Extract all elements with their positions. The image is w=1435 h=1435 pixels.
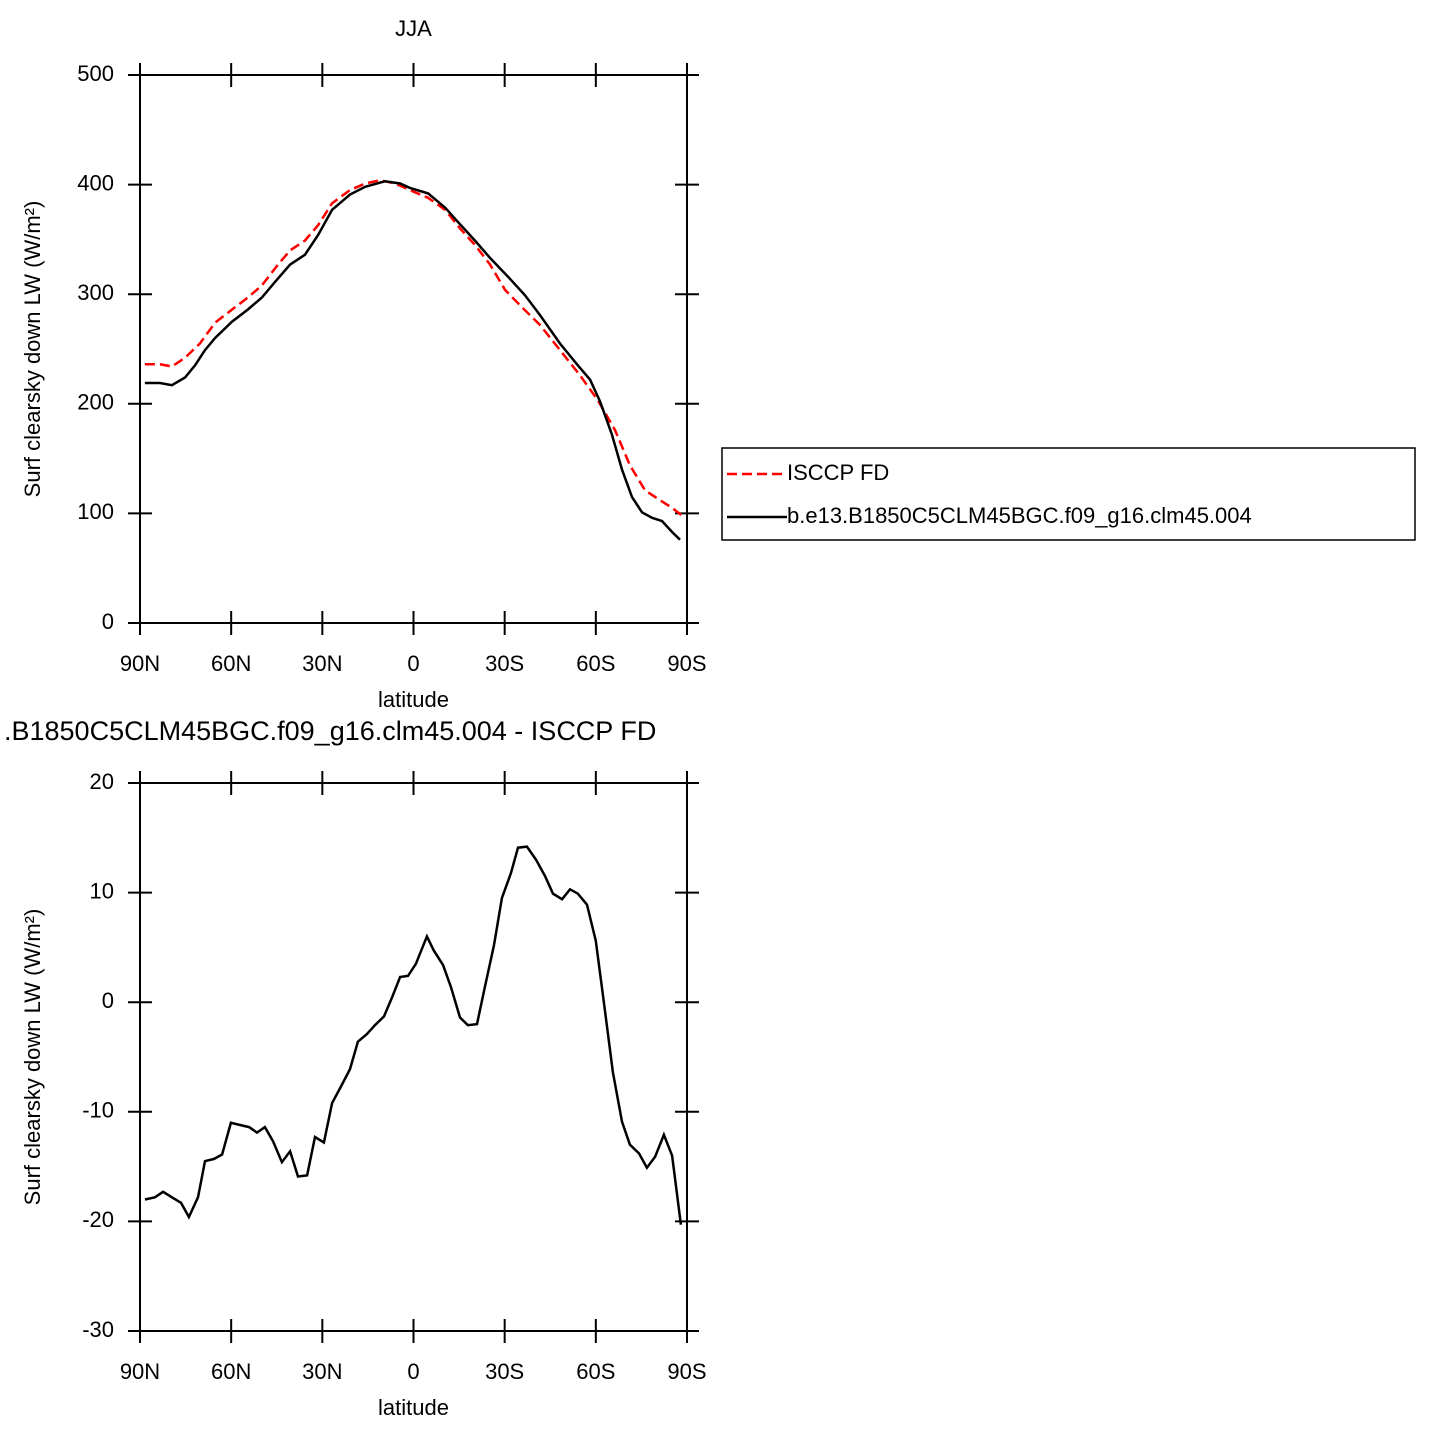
y-tick-label: 20	[90, 769, 114, 794]
x-tick-label: 60N	[211, 651, 251, 676]
plot-frame	[139, 74, 688, 624]
legend-box	[721, 447, 1416, 541]
x-axis-label: latitude	[378, 687, 449, 712]
y-tick-label: 300	[77, 280, 114, 305]
x-tick-label: 0	[407, 651, 419, 676]
x-tick-label: 30N	[302, 1359, 342, 1384]
y-tick-label: -30	[82, 1317, 114, 1342]
y-tick-label: 400	[77, 170, 114, 195]
y-tick-label: 100	[77, 499, 114, 524]
data-line	[144, 178, 686, 519]
x-tick-label: 60S	[576, 1359, 615, 1384]
x-tick-label: 30S	[485, 1359, 524, 1384]
x-tick-label: 90N	[120, 651, 160, 676]
x-tick-label: 60N	[211, 1359, 251, 1384]
data-line	[144, 180, 681, 541]
y-tick-label: 500	[77, 61, 114, 86]
plot-frame	[139, 782, 688, 1332]
legend-label: b.e13.B1850C5CLM45BGC.f09_g16.clm45.004	[787, 503, 1252, 528]
y-tick-label: 0	[102, 988, 114, 1013]
y-tick-label: 200	[77, 390, 114, 415]
chart-title: .B1850C5CLM45BGC.f09_g16.clm45.004 - ISC…	[4, 716, 656, 746]
x-tick-label: 90S	[667, 1359, 706, 1384]
y-tick-label: -10	[82, 1098, 114, 1123]
y-axis-label: Surf clearsky down LW (W/m²)	[20, 909, 45, 1206]
x-tick-label: 60S	[576, 651, 615, 676]
y-tick-label: -20	[82, 1207, 114, 1232]
x-tick-label: 90N	[120, 1359, 160, 1384]
x-tick-label: 30N	[302, 651, 342, 676]
x-tick-label: 90S	[667, 651, 706, 676]
x-axis-label: latitude	[378, 1395, 449, 1420]
y-axis-label: Surf clearsky down LW (W/m²)	[20, 201, 45, 498]
y-tick-label: 0	[102, 609, 114, 634]
y-tick-label: 10	[90, 878, 114, 903]
data-line	[144, 845, 683, 1225]
legend-label: ISCCP FD	[787, 460, 889, 485]
x-tick-label: 0	[407, 1359, 419, 1384]
x-tick-label: 30S	[485, 651, 524, 676]
chart-title: JJA	[395, 16, 432, 41]
